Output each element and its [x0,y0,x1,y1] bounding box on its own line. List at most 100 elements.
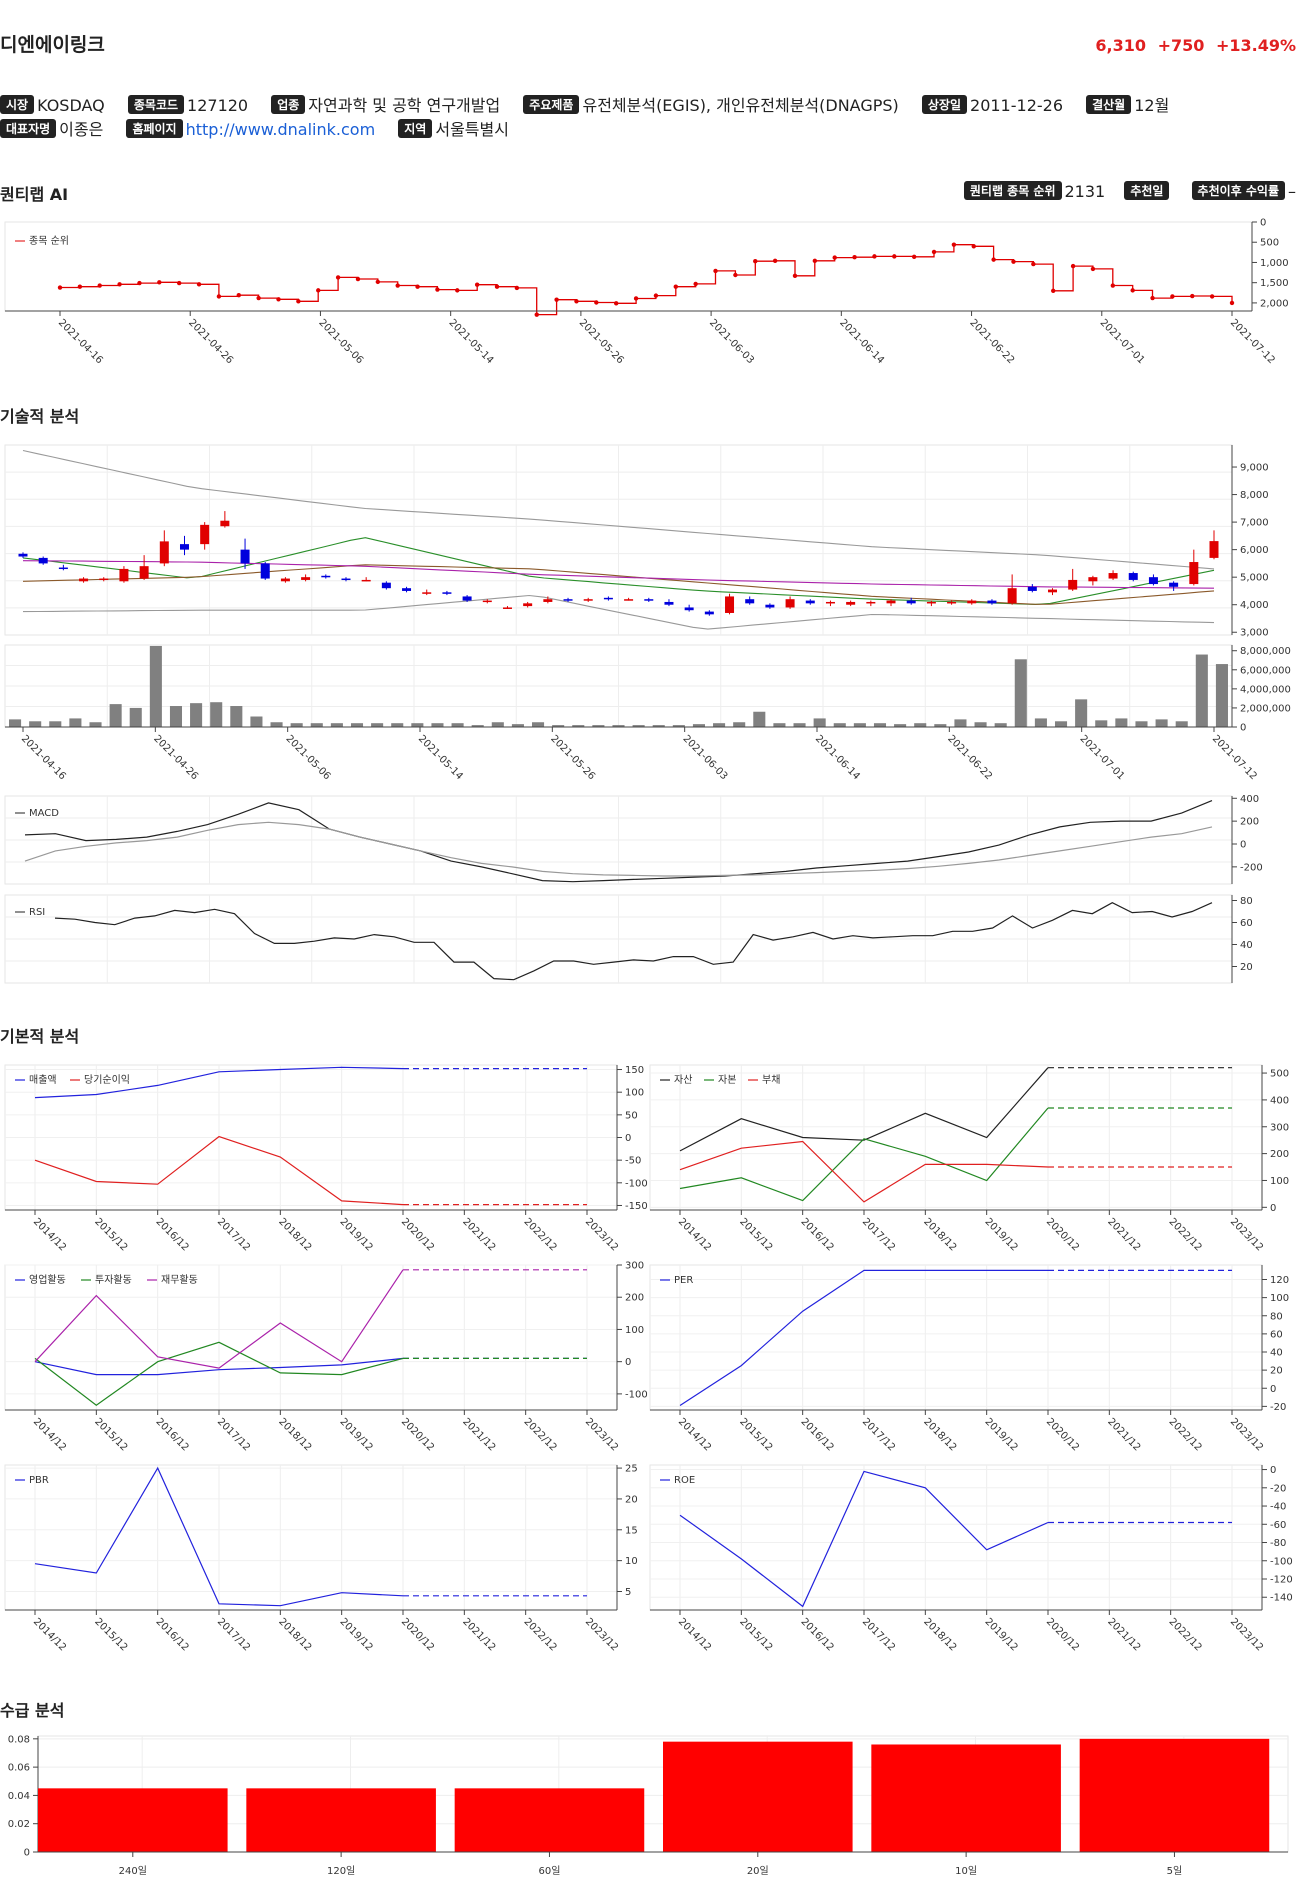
ceo-value: 이종은 [59,120,104,139]
rank-y-tick-label: 1,000 [1260,258,1289,269]
rank-point [1150,295,1155,301]
fin_roe-x-tick-label: 2018/12 [921,1616,958,1653]
rank-point [991,257,996,262]
supply-y-tick-label: 0.02 [8,1819,30,1830]
rank-point [355,276,361,282]
volume-bar [210,702,223,727]
fin_cashflow-x-tick-label: 2014/12 [31,1416,68,1453]
fin_per-x-tick-label: 2014/12 [676,1416,713,1453]
candle-body [1189,562,1199,585]
fin_cashflow-series-투자활동 [34,1341,404,1406]
volume-bar [1034,718,1047,727]
fin_per-x-tick-label: 2021/12 [1105,1416,1142,1453]
market-value: KOSDAQ [37,96,105,115]
fin_per-y-tick-label: 60 [1270,1329,1283,1340]
rank-point [792,273,798,279]
candle-body [745,599,755,604]
candle-body [825,601,835,604]
candle-body [603,597,613,600]
supply-x-tick-label: 20일 [747,1865,769,1877]
candle-body [1209,541,1219,558]
rank-point [455,288,460,293]
fin_balance-x-tick-label: 2023/12 [1228,1216,1265,1253]
volume-x-tick-label: 2021-06-03 [681,733,730,782]
volume-bar [431,723,444,727]
supply-x-tick-label: 10일 [955,1865,977,1877]
supply-x-tick-label: 120일 [327,1865,355,1877]
rank-point [713,268,718,274]
rank-point [77,284,83,289]
fin_income-x-tick-label: 2021/12 [460,1216,497,1253]
volume-bar [89,722,102,727]
candle-overlay-ma-60 [22,560,1215,589]
homepage-link[interactable]: http://www.dnalink.com [185,120,376,139]
fin_income-y-tick-label: 150 [625,1065,644,1076]
rank-point [276,297,281,302]
fin_pbr-legend-label: PBR [29,1475,49,1486]
volume-bar [692,724,705,727]
fin_pbr-x-tick-label: 2018/12 [276,1616,313,1653]
volume-bar [330,723,343,727]
fiscal-value: 12월 [1134,96,1170,115]
volume-bar [29,721,42,727]
candle-body [926,601,936,604]
rank-point [812,258,818,264]
volume-bar [1215,664,1228,727]
candle-body [280,578,290,582]
price-change: +750 [1157,36,1205,55]
fin_balance-plot-area [649,1064,1263,1211]
volume-bar [250,716,263,727]
rank-point [296,299,301,304]
fin_income-legend-label: 당기순이익 [84,1074,130,1086]
rank-point [892,254,897,259]
candle-body [99,578,109,581]
fin_income-y-tick-label: -50 [625,1156,641,1167]
candle-body [1128,573,1138,580]
price-quote: 6,310 +750 +13.49% [1089,36,1296,55]
rank-point [594,300,599,305]
rank-point [335,275,341,280]
supply-bar [454,1788,645,1852]
fin_per-y-tick-label: 20 [1270,1366,1283,1377]
volume-bar [9,719,22,727]
rank-x-tick-label: 2021-04-16 [56,317,105,366]
rank-x-tick-label: 2021-06-14 [837,317,886,366]
candle-body [18,553,28,557]
candle-body [543,599,553,602]
volume-bar [69,718,82,727]
fin_per-y-tick-label: 100 [1270,1293,1289,1304]
fin_balance-x-tick-label: 2018/12 [921,1216,958,1253]
fin_cashflow-x-tick-label: 2023/12 [583,1416,620,1453]
fin_pbr-x-tick-label: 2023/12 [583,1616,620,1653]
fin_pbr-y-tick-label: 20 [625,1494,638,1505]
candle-body [624,599,634,601]
candle-y-tick-label: 5,000 [1240,573,1269,584]
fin_pbr-x-tick-label: 2019/12 [338,1616,375,1653]
volume-bar [1195,654,1208,727]
fin_pbr-x-tick-label: 2017/12 [215,1616,252,1653]
candle-body [906,600,916,604]
fin_income-y-tick-label: -100 [625,1178,648,1189]
volume-bar [411,723,424,727]
volume-bar [149,645,162,727]
candle-body [765,604,775,608]
candle-body [644,599,654,601]
rank-y-tick-label: 500 [1260,238,1279,249]
fin_cashflow-x-tick-label: 2021/12 [460,1416,497,1453]
section-ai-title: 퀀티랩 AI [0,185,69,204]
volume-bar [974,722,987,727]
fin_cashflow-x-tick-label: 2020/12 [399,1416,436,1453]
supply-bar [246,1788,436,1852]
return-value: – [1288,182,1296,201]
candle-body [704,611,714,615]
volume-bar [753,711,766,727]
fin_pbr-series-PBR [34,1466,404,1607]
volume-bar [49,721,62,727]
volume-x-tick-label: 2021-07-01 [1078,733,1127,782]
fin_per-x-tick-label: 2020/12 [1044,1416,1081,1453]
rank-point [971,244,976,249]
fin_roe-y-tick-label: -40 [1270,1502,1286,1513]
fin_roe-x-tick-label: 2021/12 [1105,1616,1142,1653]
volume-bar [652,725,665,727]
supply-x-tick-label: 240일 [119,1865,147,1877]
